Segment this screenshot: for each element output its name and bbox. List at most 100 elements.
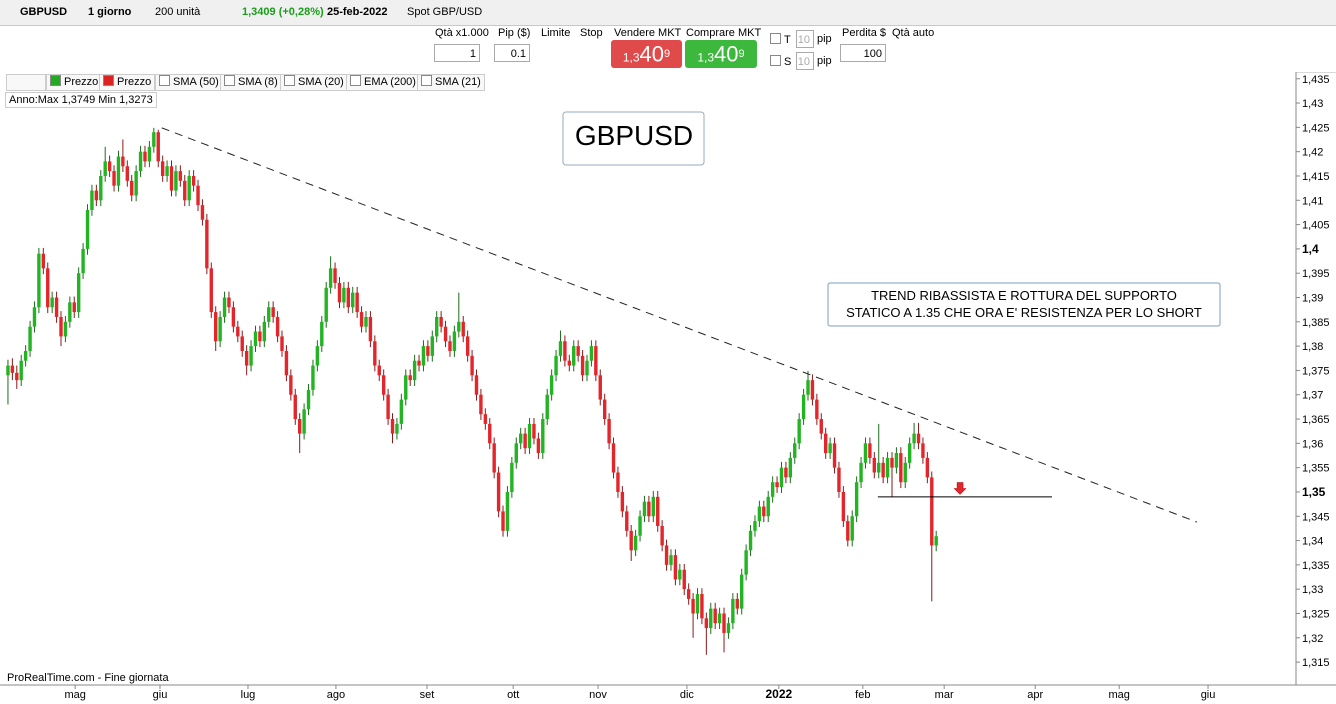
sell-pips: 40 [639,41,665,67]
sell-label: Vendere MKT [614,27,682,39]
candle-body [863,443,868,463]
x-tick-label: apr [1027,689,1043,701]
y-tick-label: 1,36 [1302,438,1323,450]
candle-body [589,346,594,361]
candle-body [125,166,130,181]
candle-body [563,341,567,361]
candle-body [572,346,576,366]
candle-body [762,506,766,517]
stop[interactable]: Stop [580,27,603,39]
candle-body [94,190,99,201]
candle-body [819,419,823,434]
candle-body [669,555,673,565]
candle-body [523,433,527,449]
candle-body [470,355,474,376]
candle-body [121,156,125,167]
qty-input[interactable]: 1 [434,44,480,62]
legend-item[interactable]: Prezzo [99,74,156,91]
timeframe[interactable]: 1 giorno [88,6,132,18]
candle-body [510,462,514,492]
footer: ProRealTime.com - Fine giornata [7,672,169,684]
t: T [784,34,791,46]
pip-input[interactable]: 0.1 [494,44,530,62]
s: S [784,56,792,68]
legend-item[interactable]: SMA (21) [417,74,485,91]
candle-body [351,292,355,308]
legend-item[interactable]: EMA (200) [346,74,420,91]
y-tick-label: 1,415 [1302,171,1330,183]
candle-body [439,316,443,327]
candle-body [107,161,112,172]
legend-item[interactable]: SMA (20) [280,74,348,91]
legend-tools[interactable] [6,74,46,91]
legend-item[interactable]: Prezzo [46,74,103,91]
candle-body [717,613,722,624]
candle-body [686,589,691,599]
candle-body [280,336,284,351]
buy-pips: 40 [714,41,739,67]
symbol[interactable]: GBPUSD [20,6,68,18]
candle-body [178,171,183,181]
candle-body [399,399,404,424]
candle-body [289,375,293,395]
candle-body [691,598,695,614]
candle-body [99,175,103,201]
candle-body [673,555,678,580]
candle-body [205,219,209,269]
candle-body [797,419,801,444]
sell-button[interactable]: 1,3409 [611,40,682,68]
candle-body [138,151,143,172]
candle-body [50,297,54,308]
pip-label: Pip ($) [498,27,531,39]
candle-body [311,365,315,390]
candle-body [262,321,267,342]
loss-input[interactable]: 100 [840,44,886,62]
candle-body [426,346,430,356]
candle-body [191,175,196,186]
candle-body [160,161,165,176]
y-tick-label: 1,435 [1302,74,1330,86]
y-tick-label: 1,425 [1302,122,1330,134]
candle-body [815,399,819,420]
candle-body [152,132,156,147]
candle-body [713,608,717,624]
candle-body [417,360,421,366]
candle-body [651,496,656,517]
candle-body [364,316,368,327]
candle-body [770,482,775,497]
candle-body [682,569,686,590]
legend-label: SMA (50) [173,76,219,88]
candle-body [611,443,616,473]
candle-body [240,336,244,351]
candle-body [549,375,554,395]
auto-qty[interactable]: Qtà auto [892,27,935,39]
candle-body [625,511,629,531]
candle-body [793,443,797,458]
candle-body [567,360,572,366]
legend-item[interactable]: SMA (50) [155,74,223,91]
candle-body [461,321,465,337]
last-price: 1,3409 (+0,28%) [242,6,324,18]
candle-body [642,501,647,517]
candle-body [169,166,174,191]
sell-frac: 9 [664,48,671,60]
candle-body [174,171,178,191]
candle-body [236,326,240,337]
candle-body [501,511,505,531]
legend-item[interactable]: SMA (8) [220,74,282,91]
y-tick-label: 1,355 [1302,463,1330,475]
candle-body [231,307,236,327]
t-label: T [770,33,791,46]
limit[interactable]: Limite [541,27,571,39]
buy-button[interactable]: 1,3409 [685,40,757,68]
y-tick-label: 1,43 [1302,98,1323,110]
s-pips[interactable]: 10 [796,52,814,70]
units[interactable]: 200 unità [155,6,201,18]
x-tick-label: nov [589,689,607,701]
legend-label: Prezzo [117,76,152,88]
candle-body [404,375,408,400]
t-pips[interactable]: 10 [796,30,814,48]
candle-body [656,496,660,526]
candle-body [32,307,37,327]
